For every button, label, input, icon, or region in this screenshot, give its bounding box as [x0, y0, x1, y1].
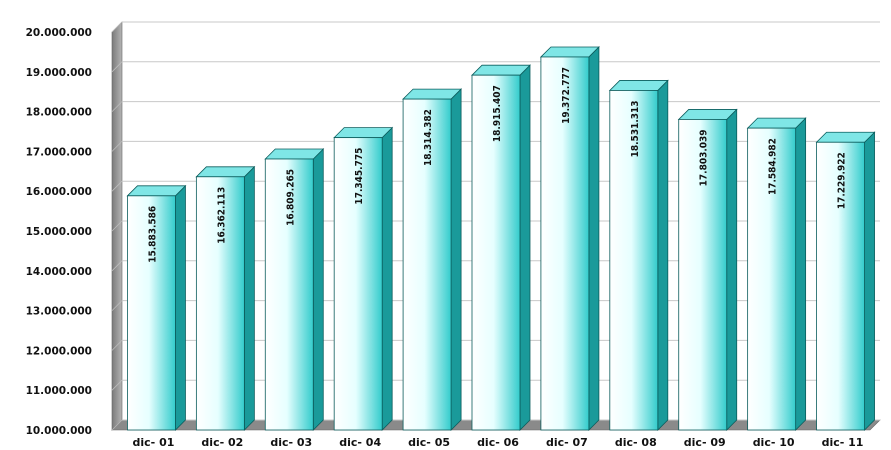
data-label: 17.584.982	[768, 138, 779, 195]
bar-side	[312, 148, 324, 431]
bar-side	[243, 165, 255, 431]
gridline-depth	[111, 61, 123, 73]
gridline-depth	[111, 300, 123, 311]
bar-front	[609, 90, 659, 431]
y-tick-label: 20.000.000	[26, 27, 92, 39]
y-tick-label: 16.000.000	[26, 186, 92, 198]
bar-top	[333, 127, 394, 139]
x-tick-label: dic- 10	[753, 436, 795, 449]
bar-side	[381, 126, 393, 431]
bars: 15.883.586 16.362.113 16.809.265 17.345.775…	[126, 45, 876, 431]
gridline-depth	[111, 141, 123, 152]
y-tick-label: 17.000.000	[26, 146, 92, 158]
bar-front	[540, 56, 590, 431]
bar-side	[726, 108, 738, 431]
bar-side	[175, 184, 186, 431]
bar-front	[333, 137, 383, 431]
x-tick-label: dic- 01	[133, 436, 175, 449]
bar-top	[746, 117, 807, 129]
data-label: 17.345.775	[354, 148, 365, 205]
bar-side	[657, 79, 669, 431]
bar-front	[127, 195, 176, 431]
bar-top	[126, 185, 187, 197]
x-tick-label: dic- 07	[546, 436, 588, 449]
bar: 17.345.775	[333, 126, 394, 431]
y-tick-label: 15.000.000	[26, 226, 92, 238]
data-label: 15.883.586	[147, 206, 158, 263]
bar: 18.314.382	[402, 88, 463, 431]
data-label: 19.372.777	[561, 67, 572, 124]
data-label: 17.803.039	[699, 129, 710, 186]
y-axis-ticks: 10.000.000 11.000.000 12.000.000 13.000.000…	[26, 27, 92, 437]
data-label: 18.314.382	[423, 109, 434, 166]
gridline-depth	[111, 379, 123, 391]
bar-side	[519, 64, 531, 431]
bar: 17.803.039	[677, 108, 738, 431]
x-tick-label: dic- 04	[339, 436, 381, 449]
bar-top	[471, 64, 531, 76]
bar-front	[678, 119, 728, 431]
x-tick-label: dic- 11	[822, 436, 864, 449]
bar-top	[195, 166, 256, 178]
data-label: 18.531.313	[630, 100, 641, 157]
bar-side	[450, 88, 462, 431]
bar: 16.809.265	[264, 148, 325, 431]
bar-front	[402, 98, 452, 431]
bar-top	[815, 131, 876, 143]
x-tick-label: dic- 05	[408, 436, 450, 449]
y-tick-label: 18.000.000	[26, 107, 92, 119]
bar: 17.584.982	[746, 117, 807, 431]
y-tick-label: 12.000.000	[26, 345, 92, 357]
bar: 18.531.313	[608, 79, 669, 431]
gridline-depth	[111, 220, 123, 232]
bar-front	[471, 74, 521, 431]
bar-side	[864, 131, 875, 431]
bar-top	[608, 80, 669, 91]
gridline-depth	[111, 340, 123, 351]
x-tick-label: dic- 03	[270, 436, 312, 449]
bar: 16.362.113	[195, 165, 256, 431]
gridline-depth	[111, 260, 123, 272]
bar-top	[264, 148, 325, 160]
x-axis-ticks: dic- 01 dic- 02 dic- 03 dic- 04 dic- 05 dic- …	[133, 436, 864, 449]
bar: 15.883.586	[126, 184, 187, 431]
data-label: 16.362.113	[216, 187, 227, 244]
bar-top	[402, 88, 463, 100]
x-tick-label: dic- 08	[615, 436, 657, 449]
bar: 19.372.777	[539, 45, 600, 431]
gridline-depth	[111, 419, 123, 431]
bar-side	[588, 45, 600, 431]
gridline-depth	[111, 21, 123, 33]
gridline-depth	[111, 101, 123, 112]
y-tick-label: 13.000.000	[26, 306, 92, 318]
bar-side	[795, 117, 807, 431]
x-tick-label: dic- 06	[477, 436, 519, 449]
x-tick-label: dic- 09	[684, 436, 726, 449]
y-tick-label: 19.000.000	[26, 67, 92, 79]
bar-front	[195, 176, 245, 431]
bar-top	[677, 109, 738, 120]
bar: 17.229.922	[815, 131, 876, 431]
x-tick-label: dic- 02	[201, 436, 243, 449]
data-label: 17.229.922	[837, 152, 848, 209]
y-tick-label: 11.000.000	[26, 385, 92, 397]
bar-front	[816, 141, 865, 431]
bar: 18.915.407	[471, 64, 531, 431]
bar-front	[747, 127, 797, 431]
data-label: 18.915.407	[492, 85, 503, 142]
data-label: 16.809.265	[285, 169, 296, 226]
y-tick-label: 14.000.000	[26, 266, 92, 278]
bar-top	[539, 46, 600, 58]
bar-front	[264, 158, 314, 431]
y-tick-label: 10.000.000	[26, 425, 92, 437]
gridline-depth	[111, 180, 123, 192]
